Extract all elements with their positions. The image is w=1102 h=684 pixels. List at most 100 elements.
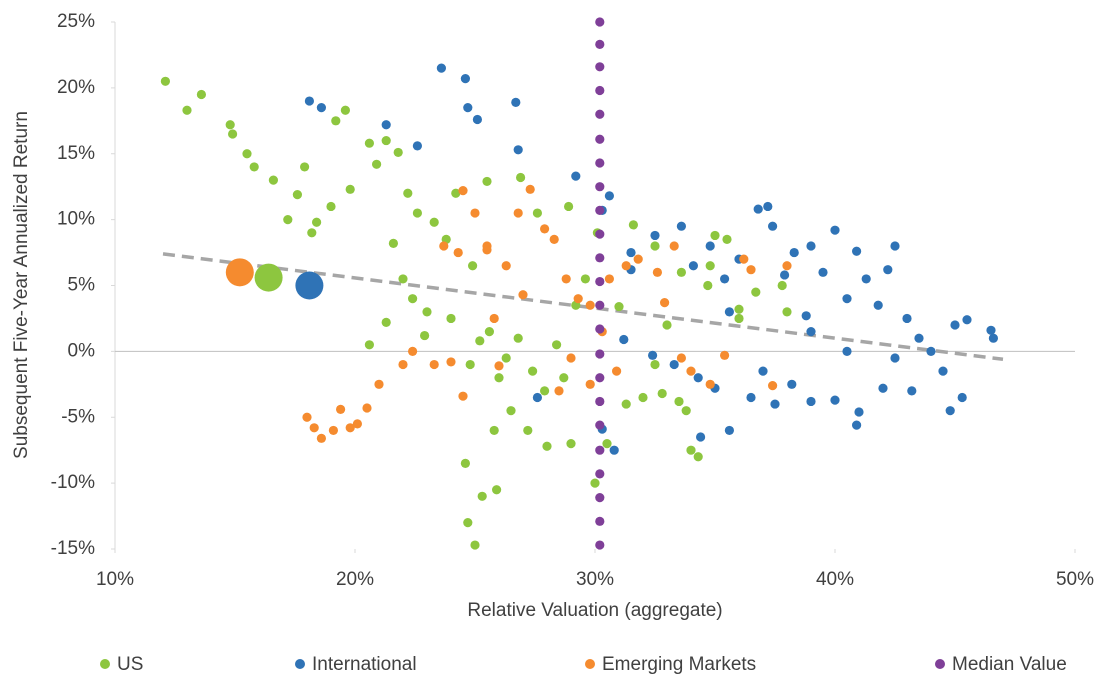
data-point [460,74,470,84]
data-point [381,317,391,327]
data-point [345,184,355,194]
data-point [609,445,619,455]
data-point [628,220,639,230]
data-point [604,191,615,201]
data-point [806,396,816,407]
data-point [890,241,900,251]
data-point [676,353,687,363]
trend-line [162,252,1004,362]
data-point [595,469,605,479]
data-point [160,76,170,86]
data-point [650,241,660,251]
data-point [595,134,605,144]
data-point [669,359,679,370]
data-point [501,353,511,363]
data-point [720,274,730,284]
data-point [595,396,605,407]
data-point [446,357,456,367]
data-point [768,381,778,391]
data-point [734,313,744,324]
data-point [739,254,749,264]
data-point [890,353,900,363]
data-point [340,105,350,115]
data-point [316,103,326,113]
data-point [926,346,936,356]
y-tick-label: -5% [61,406,95,427]
data-point [573,294,583,304]
legend-label: Emerging Markets [602,654,756,675]
data-point [484,327,494,337]
data-point [626,247,636,258]
x-tick-label: 40% [816,569,854,590]
y-axis-title: Subsequent Five-Year Annualized Return [11,111,32,459]
data-point [945,406,955,416]
data-point [422,307,432,317]
data-point [621,261,631,271]
data-point [789,247,799,258]
y-tick-label: 5% [68,275,96,296]
data-point [429,359,439,370]
data-point [902,313,912,324]
data-point [652,267,663,277]
data-point [696,432,706,442]
data-point [780,270,790,280]
data-point [585,300,595,310]
data-point [460,458,470,468]
data-point [228,129,238,139]
data-point [446,313,456,324]
x-tick-label: 30% [576,569,614,590]
data-point [304,96,314,106]
data-point [513,208,523,218]
data-point [595,62,605,72]
data-point [782,261,792,271]
data-point [393,147,403,158]
data-point [777,280,787,291]
data-point [345,423,355,433]
data-point [595,253,605,263]
data-point [724,307,735,317]
data-point [676,267,687,277]
data-point [595,158,605,168]
legend-label: International [312,654,417,675]
data-point [477,491,487,501]
data-point [674,396,684,407]
data-point [595,540,605,550]
data-point [492,485,502,495]
y-tick-label: 15% [57,143,95,164]
data-point [861,274,871,284]
data-point [451,188,461,198]
y-tick-label: -15% [51,538,95,559]
data-point [650,359,660,370]
data-point [669,241,679,251]
data-point [268,175,278,185]
data-point [693,373,703,383]
data-point [489,425,499,436]
highlight-point [295,271,324,300]
data-point [331,116,341,126]
data-point [374,379,384,389]
legend-marker [935,659,945,669]
data-point [561,274,571,284]
data-point [595,349,605,359]
data-point [352,419,362,429]
data-point [420,330,430,341]
data-point [518,290,528,300]
data-point [746,265,756,275]
data-point [532,208,543,218]
data-point [686,445,696,455]
data-point [381,120,391,130]
highlight-point [254,263,283,292]
y-tick-label: -10% [51,472,95,493]
data-point [595,516,605,526]
data-point [595,85,605,96]
data-point [482,245,492,255]
data-point [705,379,715,389]
data-point [540,386,550,396]
data-point [602,439,612,449]
data-point [648,350,658,360]
data-point [662,320,672,330]
data-point [787,379,797,389]
data-point [595,205,605,216]
data-point [412,208,422,218]
